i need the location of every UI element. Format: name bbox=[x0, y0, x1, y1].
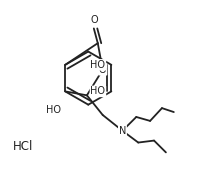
Text: HO: HO bbox=[46, 105, 61, 115]
Text: HCl: HCl bbox=[13, 140, 34, 154]
Text: HO: HO bbox=[90, 60, 105, 70]
Text: O: O bbox=[90, 15, 98, 26]
Text: HO: HO bbox=[90, 86, 105, 96]
Text: O: O bbox=[99, 65, 106, 75]
Text: N: N bbox=[119, 126, 126, 136]
